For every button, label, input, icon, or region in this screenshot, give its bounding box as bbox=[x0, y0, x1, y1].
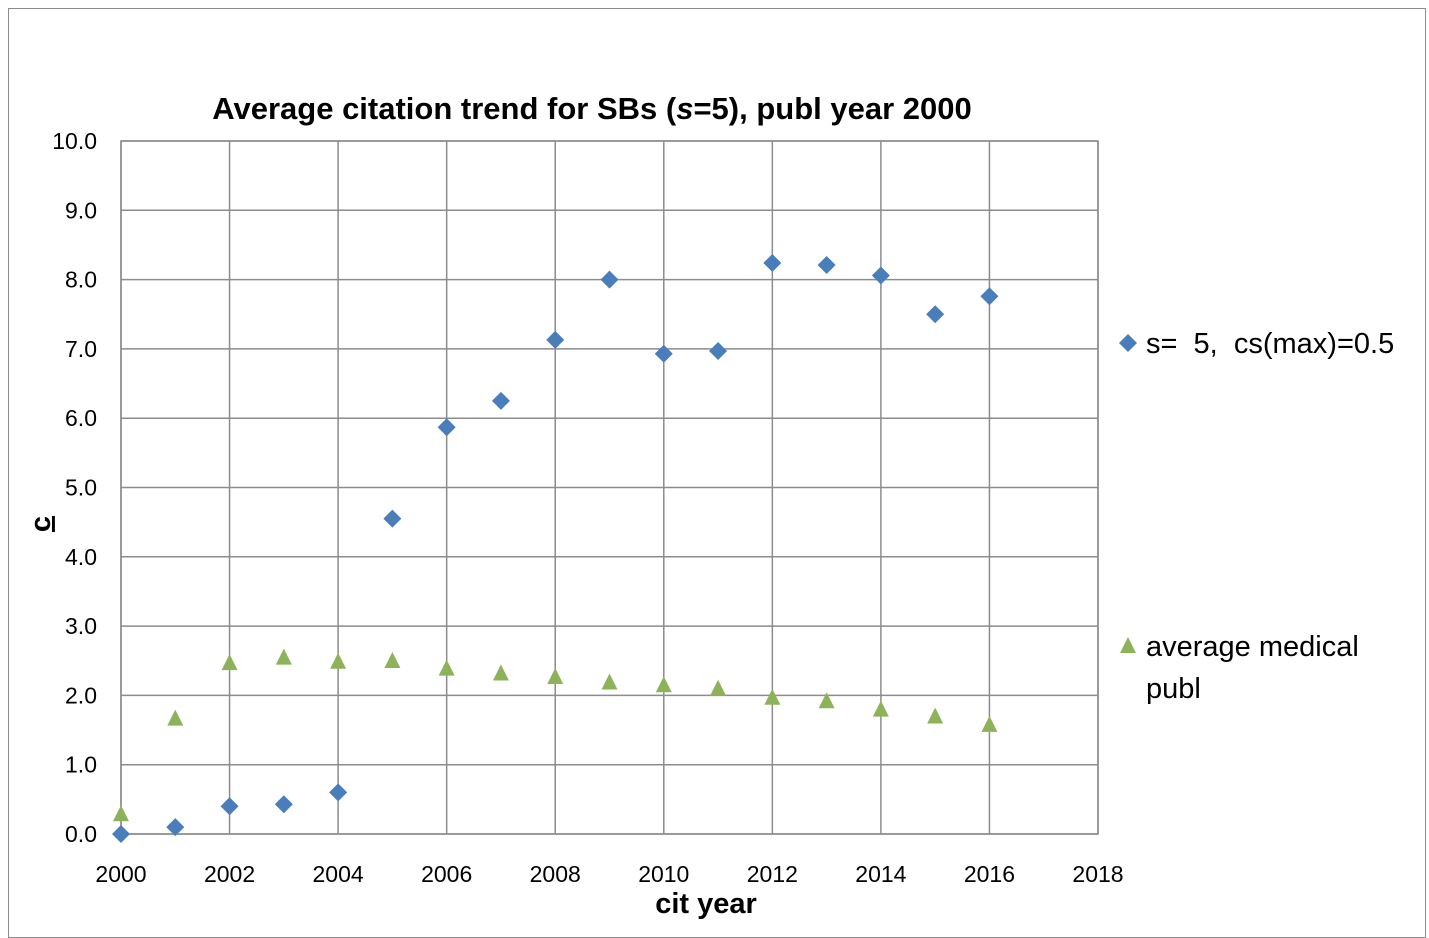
triangle-point bbox=[275, 648, 292, 665]
diamond-point bbox=[112, 825, 130, 843]
diamond-point bbox=[274, 795, 293, 814]
triangle-point bbox=[547, 667, 564, 684]
diamond-point bbox=[600, 270, 619, 289]
x-tick-label: 2000 bbox=[95, 861, 146, 887]
x-tick-label: 2006 bbox=[421, 861, 472, 887]
diamond-point bbox=[329, 783, 348, 802]
x-tick-label: 2008 bbox=[530, 861, 581, 887]
diamond-point bbox=[220, 797, 239, 816]
y-tick-label: 0.0 bbox=[65, 821, 97, 847]
series-layer bbox=[112, 253, 999, 843]
triangle-point bbox=[167, 709, 184, 726]
y-tick-label: 3.0 bbox=[65, 613, 97, 639]
y-tick-label: 10.0 bbox=[52, 128, 97, 154]
legend-label-series-2-line: average medical bbox=[1146, 631, 1359, 663]
chart-title-part-2: s bbox=[676, 91, 693, 126]
triangle-point bbox=[384, 652, 401, 669]
series-2 bbox=[113, 648, 998, 822]
triangle-point bbox=[438, 659, 455, 676]
y-tick-label: 2.0 bbox=[65, 682, 97, 708]
triangle-point bbox=[981, 715, 998, 732]
x-tick-label: 2012 bbox=[747, 861, 798, 887]
diamond-point bbox=[763, 253, 782, 272]
legend: s= 5, cs(max)=0.5 average medical publ bbox=[1119, 328, 1394, 705]
chart-title-part-1: Average citation trend for SBs ( bbox=[212, 91, 677, 126]
tick-layer: 0.0 1.0 2.0 3.0 4.0 5.0 6.0 7.0 8.0 9.0 10.0 2000 20… bbox=[52, 128, 1123, 887]
diamond-point bbox=[926, 305, 945, 324]
plot-area bbox=[120, 140, 1099, 835]
diamond-point bbox=[817, 256, 836, 275]
triangle-point bbox=[113, 805, 129, 822]
x-tick-label: 2016 bbox=[964, 861, 1015, 887]
chart-title: Average citation trend for SBs (s=5), pu… bbox=[212, 91, 972, 126]
y-tick-label: 1.0 bbox=[65, 752, 97, 778]
triangle-point bbox=[330, 652, 347, 669]
x-tick-label: 2004 bbox=[313, 861, 364, 887]
triangle-point bbox=[655, 676, 672, 693]
series-1 bbox=[112, 253, 999, 843]
legend-triangle-marker bbox=[1120, 637, 1136, 653]
diamond-point bbox=[980, 287, 999, 306]
triangle-point bbox=[710, 679, 727, 696]
chart-frame bbox=[8, 8, 1426, 938]
legend-label-series-2-line: publ bbox=[1146, 673, 1201, 705]
diamond-point bbox=[871, 266, 890, 285]
triangle-point bbox=[221, 654, 238, 671]
diamond-point bbox=[383, 509, 402, 528]
x-tick-label: 2018 bbox=[1072, 861, 1123, 887]
triangle-point bbox=[764, 688, 781, 705]
diamond-point bbox=[166, 818, 185, 837]
triangle-point bbox=[872, 700, 889, 717]
y-tick-label: 9.0 bbox=[65, 197, 97, 223]
diamond-point bbox=[654, 344, 673, 363]
diamond-point bbox=[437, 418, 456, 437]
x-tick-label: 2014 bbox=[855, 861, 906, 887]
triangle-point bbox=[601, 673, 618, 690]
legend-diamond-marker bbox=[1119, 334, 1137, 352]
y-tick-label: 5.0 bbox=[65, 475, 97, 501]
triangle-point bbox=[492, 664, 509, 681]
y-tick-label: 7.0 bbox=[65, 336, 97, 362]
y-tick-label: 6.0 bbox=[65, 405, 97, 431]
triangle-point bbox=[818, 692, 835, 709]
diamond-point bbox=[491, 391, 510, 410]
x-tick-label: 2010 bbox=[638, 861, 689, 887]
x-axis-title: cit year bbox=[655, 888, 757, 920]
grid-layer bbox=[120, 140, 1099, 835]
chart-title-part-3: =5), publ year 2000 bbox=[693, 91, 971, 126]
triangle-point bbox=[927, 707, 944, 724]
x-tick-label: 2002 bbox=[204, 861, 255, 887]
y-tick-label: 8.0 bbox=[65, 267, 97, 293]
y-axis-title: c bbox=[25, 516, 57, 532]
diamond-point bbox=[709, 341, 728, 360]
legend-label-series-1: s= 5, cs(max)=0.5 bbox=[1146, 328, 1394, 360]
y-tick-label: 4.0 bbox=[65, 544, 97, 570]
diamond-point bbox=[546, 330, 565, 349]
